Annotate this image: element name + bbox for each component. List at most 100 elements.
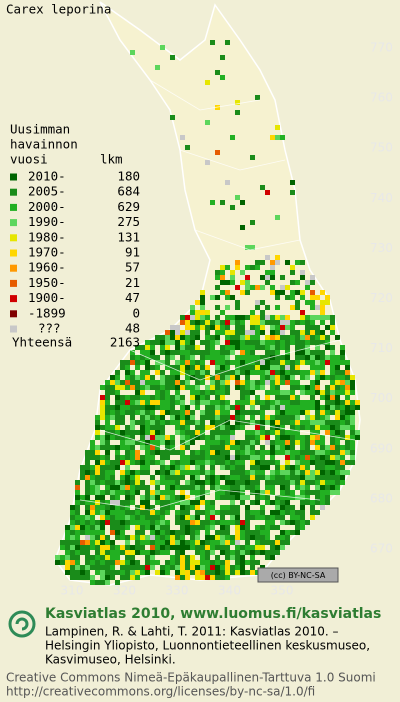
cell: [300, 260, 305, 265]
cell: [265, 345, 270, 350]
cell: [130, 385, 135, 390]
cell: [110, 385, 115, 390]
cell: [250, 530, 255, 535]
cell: [110, 490, 115, 495]
cell: [170, 435, 175, 440]
cell: [235, 260, 240, 265]
cell: [160, 565, 165, 570]
cell: [145, 370, 150, 375]
cell: [140, 430, 145, 435]
cell: [115, 525, 120, 530]
cell: [215, 510, 220, 515]
cell: [260, 285, 265, 290]
cell: [185, 485, 190, 490]
cell: [150, 510, 155, 515]
cell: [265, 315, 270, 320]
cell: [270, 485, 275, 490]
cell: [335, 335, 340, 340]
cell: [320, 505, 325, 510]
cell: [195, 430, 200, 435]
cell: [190, 565, 195, 570]
cell: [255, 490, 260, 495]
cell: [305, 315, 310, 320]
cell: [150, 480, 155, 485]
cell: [190, 520, 195, 525]
cell: [305, 520, 310, 525]
cell: [220, 560, 225, 565]
cell: [165, 395, 170, 400]
cell: [170, 380, 175, 385]
cell: [225, 350, 230, 355]
cell: [175, 520, 180, 525]
cell: [215, 540, 220, 545]
cell: [110, 430, 115, 435]
cell: [100, 470, 105, 475]
cell: [330, 410, 335, 415]
cell: [185, 435, 190, 440]
cell: [325, 340, 330, 345]
cell: [175, 365, 180, 370]
cell: [225, 295, 230, 300]
cell: [300, 520, 305, 525]
cell: [210, 570, 215, 575]
cell: [230, 340, 235, 345]
cell: [280, 545, 285, 550]
cell: [215, 410, 220, 415]
cell: [195, 300, 200, 305]
legend-swatch: [10, 188, 17, 196]
cell: [90, 565, 95, 570]
cell: [225, 540, 230, 545]
cell: [145, 385, 150, 390]
cell: [210, 390, 215, 395]
cell: [255, 550, 260, 555]
cell: [90, 525, 95, 530]
cell: [65, 525, 70, 530]
cell: [120, 525, 125, 530]
cell: [235, 490, 240, 495]
cell: [245, 345, 250, 350]
cell: [160, 500, 165, 505]
cell: [250, 155, 255, 160]
cell: [325, 455, 330, 460]
cell: [245, 485, 250, 490]
cell: [175, 410, 180, 415]
cell: [245, 475, 250, 480]
cell: [130, 575, 135, 580]
cell: [210, 325, 215, 330]
cell: [275, 495, 280, 500]
cell: [190, 400, 195, 405]
cell: [255, 335, 260, 340]
cell: [295, 395, 300, 400]
cell: [125, 395, 130, 400]
cell: [130, 520, 135, 525]
cell: [200, 295, 205, 300]
cell: [335, 455, 340, 460]
cell: [295, 260, 300, 265]
cell: [155, 530, 160, 535]
cell: [350, 420, 355, 425]
cell: [260, 545, 265, 550]
cell: [180, 320, 185, 325]
cell: [275, 515, 280, 520]
cell: [220, 550, 225, 555]
cell: [205, 325, 210, 330]
cell: [285, 360, 290, 365]
cell: [225, 450, 230, 455]
cell: [225, 560, 230, 565]
cell: [230, 375, 235, 380]
cell: [210, 525, 215, 530]
cell: [335, 485, 340, 490]
legend-label: 2010-: [28, 169, 66, 184]
legend-count: 180: [117, 169, 140, 184]
cell: [270, 545, 275, 550]
cell: [265, 375, 270, 380]
cell: [300, 460, 305, 465]
citation-line: Lampinen, R. & Lahti, T. 2011: Kasviatla…: [45, 625, 339, 639]
cell: [195, 435, 200, 440]
cell: [170, 325, 175, 330]
cell: [260, 405, 265, 410]
cell: [165, 560, 170, 565]
cell: [275, 465, 280, 470]
cell: [240, 370, 245, 375]
cell: [225, 320, 230, 325]
